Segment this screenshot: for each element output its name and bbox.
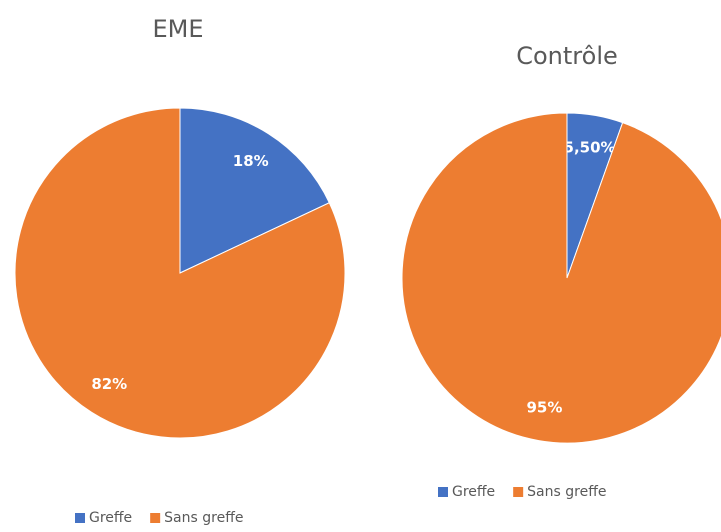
legend-label: Sans greffe bbox=[164, 510, 243, 526]
legend-label: Sans greffe bbox=[527, 484, 606, 500]
legend-swatch bbox=[150, 513, 161, 523]
legend-swatch bbox=[75, 513, 85, 523]
data-label: 18% bbox=[233, 152, 269, 170]
data-label: 5,50% bbox=[564, 138, 616, 156]
pie-slice bbox=[401, 112, 721, 444]
legend-label: Greffe bbox=[452, 484, 495, 500]
data-label: 82% bbox=[91, 375, 127, 393]
pie-slice bbox=[14, 107, 346, 439]
data-label: 95% bbox=[526, 399, 562, 417]
legend-swatch bbox=[513, 487, 524, 497]
chart-title: Contrôle bbox=[516, 42, 618, 70]
chart-title: EME bbox=[152, 15, 203, 43]
pie-slice bbox=[179, 107, 330, 274]
legend-label: Greffe bbox=[89, 510, 132, 526]
legend-swatch bbox=[438, 487, 448, 497]
